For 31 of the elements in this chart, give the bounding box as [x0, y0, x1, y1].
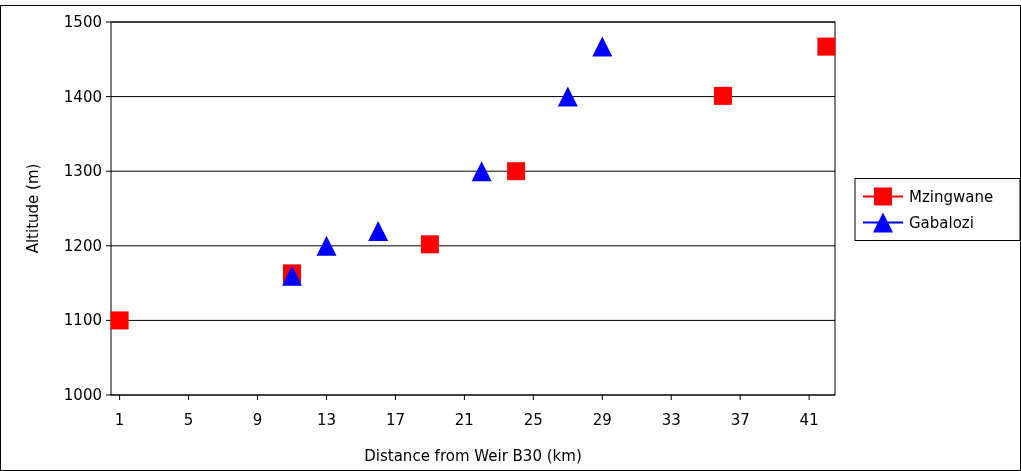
- x-tick-label: 37: [730, 411, 750, 429]
- point: [592, 36, 613, 57]
- x-tick-label: 5: [183, 411, 194, 429]
- y-tick-label: 1300: [63, 162, 102, 181]
- point: [507, 162, 526, 181]
- y-tick-label: 1000: [63, 386, 102, 404]
- point: [713, 86, 732, 105]
- y-tick-label: 1400: [63, 87, 102, 106]
- point: [817, 37, 836, 56]
- point: [471, 161, 492, 182]
- x-tick-label: 41: [799, 411, 819, 429]
- x-tick-label: 9: [252, 411, 263, 429]
- x-tick-label: 33: [661, 411, 681, 429]
- point: [110, 311, 129, 330]
- y-tick-label: 1200: [63, 236, 102, 255]
- y-tick-label: 1100: [63, 311, 102, 330]
- x-tick-label: 17: [385, 411, 405, 429]
- legend-label: Gabalozi: [909, 213, 974, 232]
- x-tick-label: 29: [592, 411, 612, 429]
- x-tick-label: 21: [454, 411, 474, 429]
- x-tick-label: 13: [316, 411, 337, 429]
- legend-label: Mzingwane: [909, 187, 994, 206]
- y-tick-label: 1500: [63, 13, 102, 31]
- x-tick-label: 1: [114, 411, 125, 429]
- point: [368, 220, 389, 241]
- x-axis-title: Distance from Weir B30 (km): [364, 447, 582, 465]
- x-tick-label: 25: [523, 411, 543, 429]
- point: [420, 235, 439, 254]
- point: [557, 86, 578, 107]
- point: [316, 235, 337, 256]
- y-axis-title: Altitude (m): [24, 163, 42, 254]
